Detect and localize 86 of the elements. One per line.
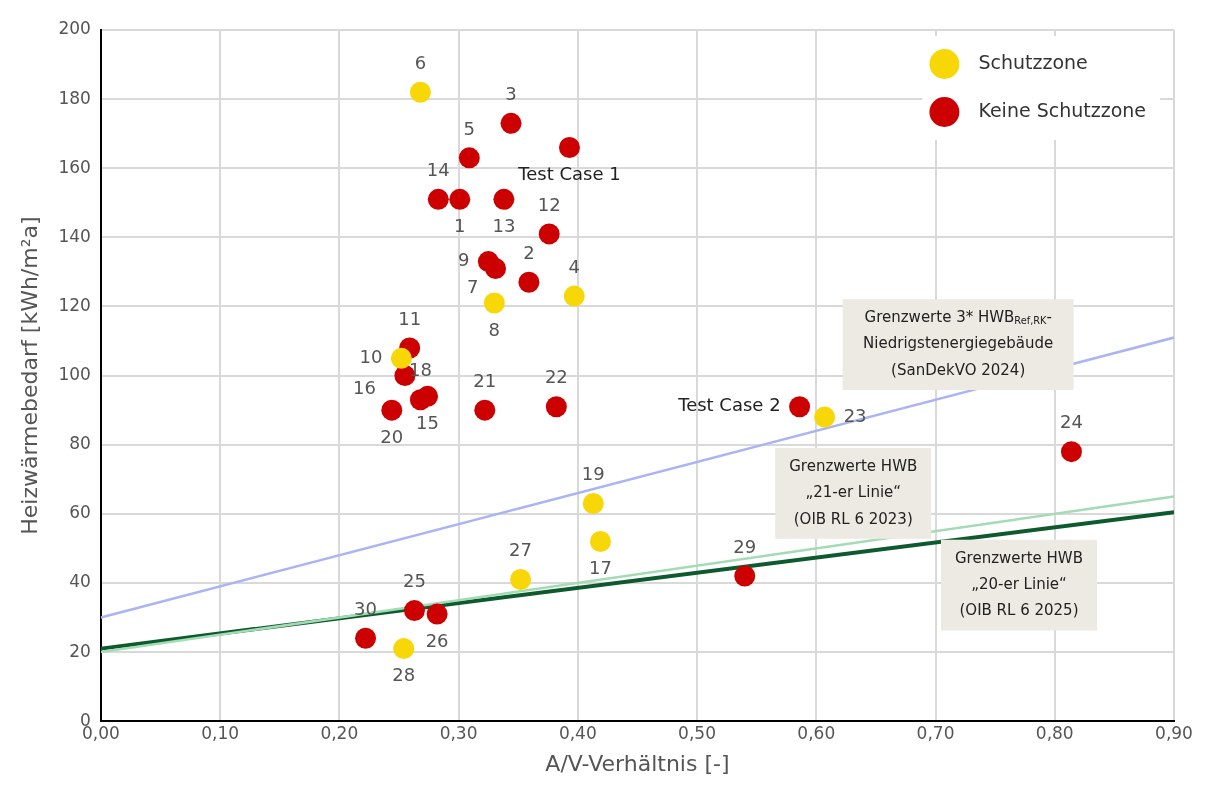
point [355, 627, 377, 649]
y-tick-label: 100 [58, 364, 91, 385]
annotation: 10 [359, 345, 383, 367]
annotation: 30 [354, 597, 378, 619]
annotation: 17 [589, 557, 612, 579]
y-tick-label: 200 [58, 18, 91, 39]
point [1060, 441, 1082, 463]
annotation: Grenzwerte 3* HWBRef,RK- Niedrigstenergiegebäude (SanDekVO 2024) [863, 308, 1054, 379]
annotation: Grenzwerte HWB „20-er Linie“ (OIB RL 6 2025) [954, 548, 1083, 620]
point [409, 81, 431, 103]
y-tick-label: 80 [69, 433, 91, 454]
point [409, 389, 431, 411]
legend-label: Schutzzone [978, 50, 1088, 73]
point [393, 638, 415, 660]
annotation: 1 [454, 215, 466, 237]
annotation: 9 [457, 249, 470, 271]
point [485, 257, 507, 279]
point [814, 406, 836, 428]
x-tick-label: 0,60 [797, 722, 836, 743]
point [449, 188, 471, 210]
annotation: 3 [505, 82, 517, 104]
point [483, 292, 505, 314]
annotation: 13 [492, 215, 516, 237]
annotation: Test Case 2 [677, 394, 781, 416]
point [563, 285, 585, 307]
x-tick-label: 0,70 [916, 722, 955, 743]
x-tick-label: 0,20 [320, 722, 359, 743]
annotation: 12 [537, 193, 561, 215]
annotation: 25 [402, 570, 426, 592]
annotation: 29 [733, 535, 757, 557]
point [458, 147, 480, 169]
x-axis-title: A/V-Verhältnis [-] [545, 750, 730, 776]
annotation: 23 [843, 404, 867, 426]
point [582, 492, 604, 514]
annotation: 6 [414, 51, 427, 73]
x-tick-label: 0,10 [201, 722, 240, 743]
annotation: 22 [544, 366, 568, 388]
annotation: 11 [398, 307, 422, 329]
annotation: 21 [473, 369, 497, 391]
y-axis-title: Heizwärmebedarf [kWh/m²a] [16, 216, 42, 535]
x-tick-label: 0,80 [1035, 722, 1074, 743]
point [558, 137, 580, 158]
annotation: 4 [568, 255, 580, 277]
point [510, 569, 532, 590]
annotation: 8 [488, 318, 501, 340]
annotation: 18 [408, 359, 432, 381]
annotation: 27 [509, 539, 533, 561]
y-tick-label: 120 [58, 294, 91, 315]
point [493, 188, 515, 210]
point [589, 530, 611, 552]
annotation: Test Case 1 [517, 163, 621, 185]
annotation: 28 [392, 664, 416, 686]
point [789, 396, 811, 418]
legend-label: Keine Schutzzone [978, 98, 1147, 121]
x-tick-label: 0,40 [558, 722, 597, 743]
annotation: 7 [467, 276, 479, 298]
annotation: 24 [1060, 411, 1083, 433]
annotation: 5 [463, 117, 476, 139]
point [545, 396, 567, 418]
annotation: 15 [416, 412, 440, 434]
point [474, 399, 496, 421]
point [734, 565, 756, 587]
annotation: 20 [380, 425, 404, 447]
y-tick-label: 180 [58, 87, 91, 108]
point [427, 188, 449, 210]
point [426, 603, 448, 625]
y-tick-label: 40 [69, 571, 91, 592]
point [538, 223, 560, 245]
x-tick-label: 0,90 [1155, 722, 1193, 743]
annotation: 14 [426, 159, 450, 181]
y-tick-label: 60 [69, 502, 91, 523]
y-tick-label: 140 [58, 225, 91, 246]
point [390, 347, 412, 369]
point [518, 271, 540, 293]
y-tick-label: 160 [58, 156, 91, 177]
annotation: 26 [425, 629, 449, 651]
y-tick-label: 20 [69, 640, 91, 661]
point [403, 600, 425, 622]
point [381, 399, 403, 421]
annotation: Grenzwerte HWB „21-er Linie“ (OIB RL 6 2023) [789, 457, 918, 528]
annotation: 2 [523, 241, 535, 263]
point [500, 112, 522, 134]
annotation: 19 [581, 463, 605, 485]
x-tick-label: 0,30 [439, 722, 478, 743]
annotation: 16 [353, 377, 376, 399]
x-tick-label: 0,50 [678, 722, 716, 743]
